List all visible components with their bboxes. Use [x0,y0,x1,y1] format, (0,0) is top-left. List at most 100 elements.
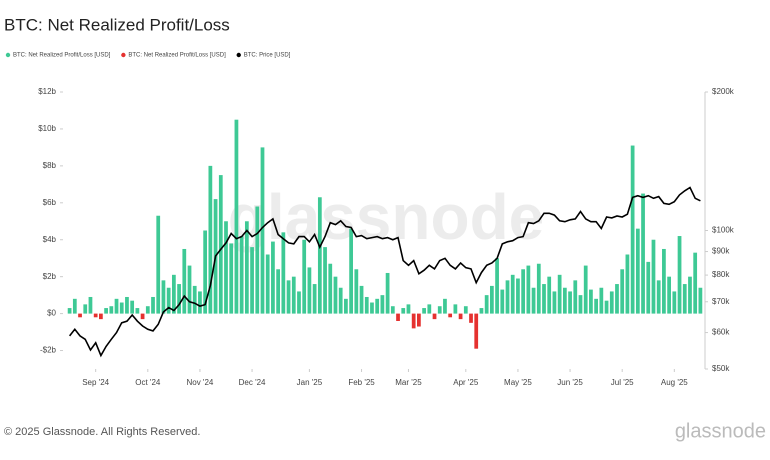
legend-label: BTC: Net Realized Profit/Loss [USD] [13,53,111,59]
bar [448,313,453,318]
bar [302,239,307,314]
bar [411,313,416,329]
x-tick-label: Jun '25 [557,378,583,387]
bar [218,175,223,314]
price-line [68,186,701,358]
bar [406,304,411,314]
bar [479,308,484,314]
bar [510,274,515,314]
bar [688,276,692,314]
bar [651,239,656,314]
bar [396,313,400,321]
bar [104,308,108,314]
bar [417,313,421,327]
bar [474,313,479,349]
bar [323,247,327,314]
bar [557,274,562,314]
logo: glassnode [675,420,766,442]
bar [568,291,572,314]
bar [443,298,447,314]
bar [119,302,124,314]
bar [255,206,260,314]
bar [244,221,249,314]
bar [469,313,473,323]
bar [599,287,604,314]
bar [667,276,671,314]
bar [672,291,677,314]
y2-tick-label: $100k [712,226,735,235]
bar [286,280,291,314]
bar [312,284,317,314]
bar [489,285,494,314]
bar [662,248,666,314]
y2-tick-label: $200k [712,87,735,96]
bar [536,263,541,314]
bar [281,232,286,314]
bar [224,221,228,314]
y-tick-label: $8b [43,161,57,170]
legend-swatch [236,52,241,58]
x-tick-label: Dec '24 [239,378,266,387]
bar [276,269,281,314]
bar [578,295,583,314]
bar [234,119,239,314]
bar [78,313,82,318]
x-tick-label: Aug '25 [661,378,688,387]
bar [500,289,505,314]
bar [130,300,135,314]
bar [187,265,192,314]
x-tick-label: Feb '25 [348,378,375,387]
bar [516,278,520,314]
bar [698,287,703,314]
bar [344,298,348,314]
bar [192,285,197,314]
bar [380,295,385,314]
x-tick-label: Jul '25 [611,378,634,387]
bar [437,306,442,314]
bar [291,276,296,314]
y-tick-label: $4b [43,235,57,244]
bar [317,197,322,314]
watermark: glassnode [228,181,545,253]
bar [375,298,380,314]
bar [99,313,103,320]
bar [453,304,458,314]
bar [166,287,171,314]
bar [625,254,630,314]
bar [620,269,625,314]
bar [615,284,619,314]
bar [88,296,93,314]
y-tick-label: $0 [47,309,56,318]
bar [338,287,343,314]
legend-swatch [5,52,11,58]
bar [432,313,437,320]
bar [463,306,468,314]
bar [307,267,312,314]
x-tick-label: Sep '24 [82,378,109,387]
bar [333,276,338,314]
y-tick-label: $2b [43,272,57,281]
bar [458,313,463,320]
bar [171,274,176,314]
legend-label: BTC: Price [USD] [244,53,291,59]
bar [151,296,155,314]
legend-label: BTC: Net Realized Profit/Loss [USD] [128,53,226,59]
bar [364,296,369,314]
x-tick-label: Nov '24 [186,378,213,387]
bar [354,269,359,314]
bar [203,230,208,314]
bar [67,308,72,314]
bar [677,236,682,314]
x-tick-label: May '25 [504,378,532,387]
bar [359,285,364,314]
bar [239,236,244,314]
bar [182,248,187,314]
legend-swatch [121,52,126,58]
bar [401,308,406,314]
bar [135,308,140,314]
bar [198,291,202,314]
bar [83,304,88,314]
bar [583,265,588,314]
bar [427,304,432,314]
